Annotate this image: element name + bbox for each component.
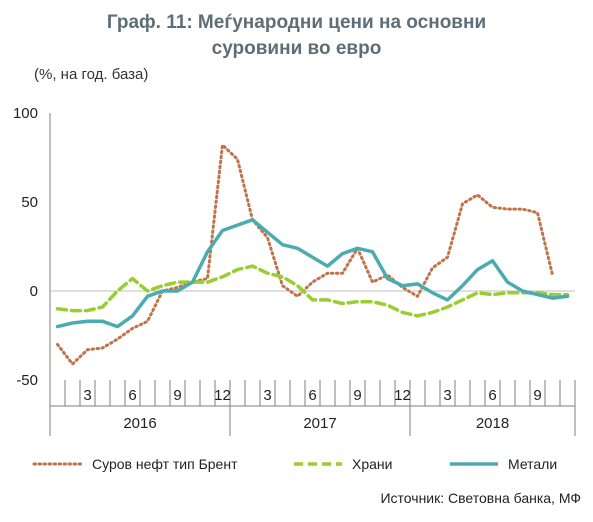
source-note: Источник: Световна банка, МФ bbox=[380, 490, 581, 506]
legend-label-oil: Сурoв нефт тип Брент bbox=[92, 456, 238, 472]
y-tick-label: 50 bbox=[21, 194, 38, 211]
month-tick-label: 9 bbox=[173, 387, 181, 404]
month-tick-label: 3 bbox=[83, 387, 91, 404]
year-tick-label: 2017 bbox=[303, 415, 336, 432]
legend-swatch-food bbox=[294, 462, 342, 466]
year-tick-label: 2018 bbox=[476, 415, 509, 432]
month-tick-label: 9 bbox=[353, 387, 361, 404]
legend: Сурoв нефт тип Брент Храни Метали bbox=[0, 456, 593, 480]
legend-swatch-oil bbox=[32, 462, 84, 466]
legend-item-oil: Сурoв нефт тип Брент bbox=[32, 456, 238, 472]
series-line-oil bbox=[56, 143, 554, 366]
legend-item-food: Храни bbox=[292, 456, 392, 472]
chart-title-line-1: Граф. 11: Меѓународни цени на основни bbox=[106, 12, 487, 33]
series-line-metals bbox=[55, 218, 570, 329]
year-tick-label: 2016 bbox=[123, 415, 156, 432]
month-tick-label: 6 bbox=[128, 387, 136, 404]
y-tick-label: 100 bbox=[13, 105, 38, 122]
month-tick-label: 6 bbox=[488, 387, 496, 404]
y-tick-label: 0 bbox=[30, 283, 38, 300]
legend-label-metals: Метали bbox=[508, 456, 558, 472]
y-tick-label: -50 bbox=[16, 372, 38, 389]
series-line-food bbox=[55, 264, 570, 318]
month-tick-label: 6 bbox=[308, 387, 316, 404]
chart-title: Граф. 11: Меѓународни цени на основни су… bbox=[0, 10, 593, 62]
legend-label-food: Храни bbox=[352, 456, 393, 472]
month-tick-label: 12 bbox=[394, 387, 411, 404]
chart-title-line-2: суровини во евро bbox=[211, 38, 382, 59]
month-tick-label: 12 bbox=[214, 387, 231, 404]
legend-swatch-metals bbox=[450, 462, 498, 466]
units-label: (%, на год. база) bbox=[34, 66, 149, 83]
month-tick-label: 3 bbox=[263, 387, 271, 404]
legend-item-metals: Метали bbox=[448, 456, 557, 472]
month-tick-label: 3 bbox=[443, 387, 451, 404]
month-tick-label: 9 bbox=[533, 387, 541, 404]
